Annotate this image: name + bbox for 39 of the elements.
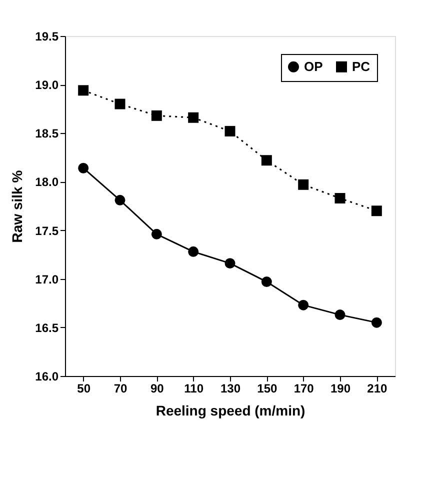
point bbox=[188, 246, 199, 257]
point bbox=[224, 258, 236, 269]
x-tick-label: 90 bbox=[150, 382, 164, 396]
point bbox=[151, 228, 162, 240]
y-tick-label: 16.5 bbox=[35, 320, 59, 335]
x-axis-title: Reeling speed (m/min) bbox=[156, 402, 306, 418]
x-tick-label: 50 bbox=[77, 382, 91, 396]
point bbox=[261, 276, 272, 288]
x-tick-label: 110 bbox=[184, 382, 204, 396]
point bbox=[114, 194, 126, 206]
x-tick-label: 130 bbox=[220, 382, 241, 396]
y-tick-label: 16.0 bbox=[35, 370, 59, 384]
point bbox=[261, 155, 272, 166]
point bbox=[298, 300, 309, 310]
y-tick-label: 19.0 bbox=[35, 78, 59, 92]
y-axis-title: Raw silk % bbox=[9, 170, 26, 243]
y-tick-label: 18.0 bbox=[35, 175, 59, 190]
y-tick-label: 17.0 bbox=[35, 272, 59, 286]
point bbox=[78, 162, 89, 174]
point bbox=[151, 110, 162, 121]
y-tick-label: 17.5 bbox=[35, 224, 59, 238]
point bbox=[334, 310, 346, 320]
point bbox=[188, 112, 199, 123]
point bbox=[224, 126, 236, 136]
point bbox=[298, 179, 309, 190]
point bbox=[371, 317, 382, 328]
point bbox=[334, 192, 346, 204]
x-tick-label: 190 bbox=[330, 382, 351, 396]
legend-label: OP bbox=[304, 58, 324, 74]
point bbox=[371, 206, 382, 216]
point bbox=[78, 85, 89, 96]
x-tick-label: 70 bbox=[114, 382, 128, 396]
x-tick-label: 210 bbox=[367, 382, 388, 396]
point bbox=[114, 98, 126, 110]
y-tick-label: 19.5 bbox=[35, 30, 59, 44]
y-tick-label: 18.5 bbox=[35, 126, 59, 141]
x-tick-label: 150 bbox=[257, 382, 278, 396]
x-tick-label: 170 bbox=[294, 382, 314, 396]
legend-label: PC bbox=[352, 58, 371, 74]
